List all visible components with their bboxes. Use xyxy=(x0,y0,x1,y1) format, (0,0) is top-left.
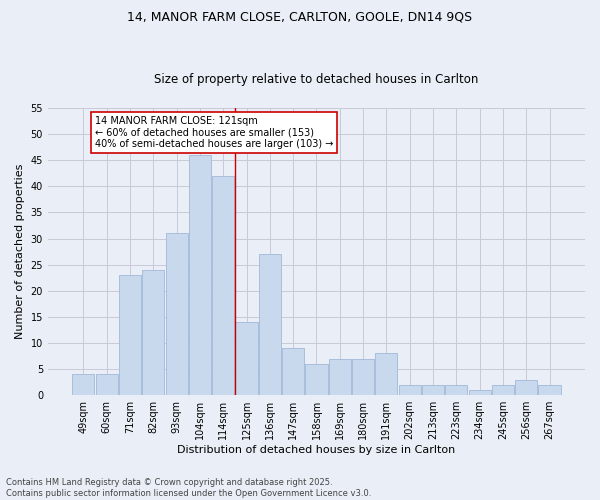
Bar xyxy=(212,176,235,395)
Bar xyxy=(538,385,560,395)
Bar xyxy=(352,358,374,395)
Bar xyxy=(469,390,491,395)
Bar xyxy=(422,385,444,395)
Bar xyxy=(142,270,164,395)
Bar xyxy=(398,385,421,395)
Title: Size of property relative to detached houses in Carlton: Size of property relative to detached ho… xyxy=(154,73,479,86)
Bar xyxy=(259,254,281,395)
Bar xyxy=(376,354,397,395)
Bar xyxy=(329,358,351,395)
Text: 14, MANOR FARM CLOSE, CARLTON, GOOLE, DN14 9QS: 14, MANOR FARM CLOSE, CARLTON, GOOLE, DN… xyxy=(127,10,473,23)
Bar xyxy=(445,385,467,395)
Text: Contains HM Land Registry data © Crown copyright and database right 2025.
Contai: Contains HM Land Registry data © Crown c… xyxy=(6,478,371,498)
Bar xyxy=(515,380,537,395)
Bar xyxy=(282,348,304,395)
X-axis label: Distribution of detached houses by size in Carlton: Distribution of detached houses by size … xyxy=(178,445,455,455)
Bar xyxy=(95,374,118,395)
Y-axis label: Number of detached properties: Number of detached properties xyxy=(15,164,25,340)
Bar xyxy=(119,275,141,395)
Bar xyxy=(166,234,188,395)
Bar xyxy=(305,364,328,395)
Bar xyxy=(189,155,211,395)
Bar xyxy=(235,322,257,395)
Bar xyxy=(492,385,514,395)
Text: 14 MANOR FARM CLOSE: 121sqm
← 60% of detached houses are smaller (153)
40% of se: 14 MANOR FARM CLOSE: 121sqm ← 60% of det… xyxy=(95,116,334,149)
Bar xyxy=(73,374,94,395)
